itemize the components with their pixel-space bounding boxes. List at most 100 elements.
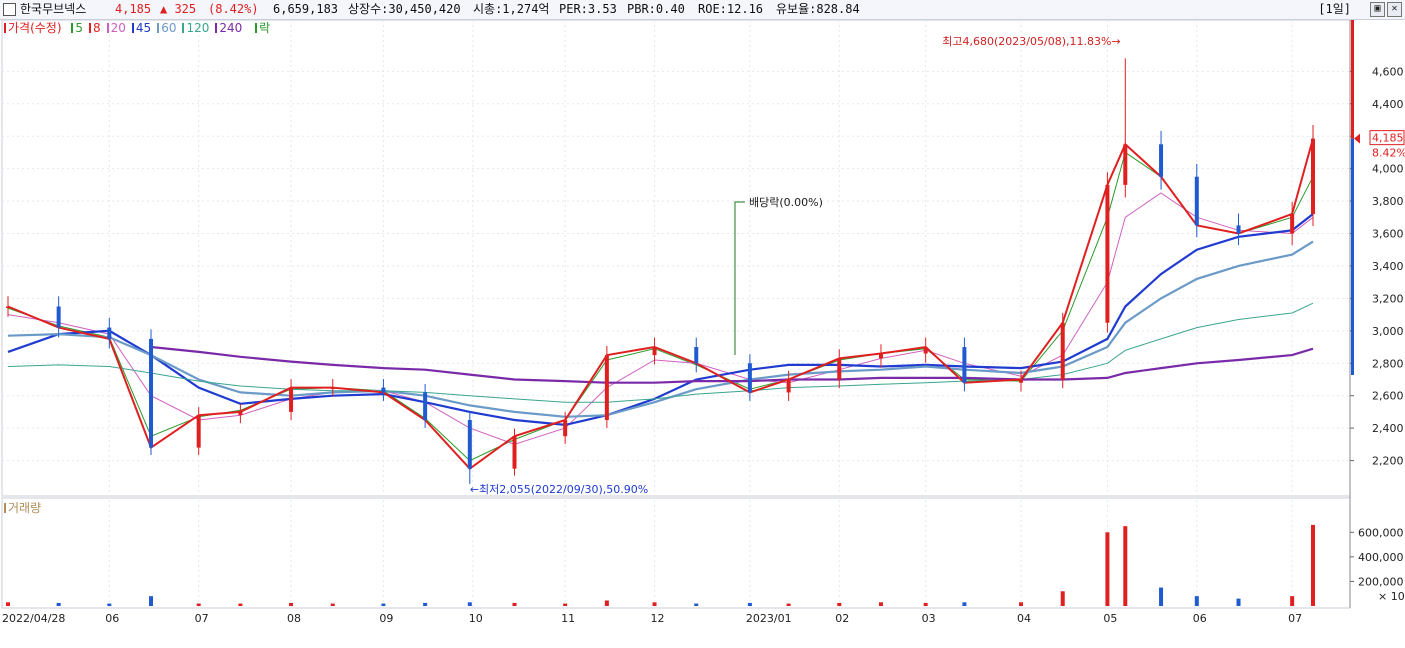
price-panel-frame (1, 19, 1351, 497)
price-tick-label: 4,000 (1372, 163, 1404, 176)
volume-bar (1105, 532, 1110, 606)
current-price-arrow (1354, 133, 1360, 144)
volume-unit: × 10 (1378, 590, 1405, 603)
candle-body (6, 306, 10, 308)
current-pct-label: 8.42% (1372, 147, 1405, 160)
date-label: 2023/01 (746, 612, 792, 625)
candle-body (423, 392, 428, 421)
volume-bar (786, 603, 791, 606)
dividend-annotation: 배당락(0.00%) (749, 196, 823, 209)
ma-line-60 (7, 240, 1314, 418)
candle-body (962, 347, 967, 383)
candle-body (1105, 184, 1110, 323)
candle-body (747, 363, 752, 393)
annotations: 최고4,680(2023/05/08),11.83%→ ←최저2,055(2022… (470, 35, 1121, 496)
volume-bar (878, 602, 883, 606)
candle-body (694, 347, 699, 364)
date-label: 07 (195, 612, 209, 625)
trade-volume: 6,659,183 (273, 2, 339, 16)
legend-ma-120: 120 (182, 21, 212, 35)
candle-body (563, 420, 568, 437)
candle-body (467, 420, 472, 469)
candle-body (604, 355, 609, 421)
price-tick-label: 3,600 (1372, 228, 1404, 241)
volume-bar (56, 602, 61, 606)
candle-body (1290, 214, 1295, 234)
price-tick-label: 2,400 (1372, 422, 1404, 435)
volume-bar (107, 603, 112, 606)
date-label: 11 (561, 612, 575, 625)
price-tick-label: 3,400 (1372, 260, 1404, 273)
candle-body (56, 306, 61, 328)
legend-ma-8: 8 (89, 21, 104, 35)
dividend-marker (734, 201, 745, 355)
volume-tick-label: 200,000 (1358, 575, 1404, 588)
volume-bar (423, 602, 428, 606)
candle-body (107, 327, 112, 339)
candle-body (786, 379, 791, 393)
candle-body (330, 387, 335, 390)
volume-panel-frame (1, 497, 1351, 609)
low-annotation: ←최저2,055(2022/09/30),50.90% (470, 483, 648, 496)
ma-line-120 (7, 302, 1314, 403)
volume-bar (563, 603, 568, 606)
volume-bar (381, 603, 386, 606)
candles (6, 58, 1315, 485)
volume-bar (747, 602, 752, 606)
volume-bar (330, 603, 335, 606)
volume-bar (512, 602, 517, 606)
volume-bar (604, 600, 609, 606)
volume-axis: 600,000 400,000 200,000 × 10 (1350, 526, 1405, 603)
date-label: 06 (1193, 612, 1207, 625)
price-change-pct: (8.42%) (208, 2, 259, 16)
price-axis: 4,6004,4004,2004,0003,8003,6003,4003,200… (1350, 20, 1405, 468)
candle-body (1236, 225, 1241, 234)
volume-legend: 거래량 (4, 500, 41, 516)
volume-bar (1159, 587, 1164, 606)
volume-bar (1311, 524, 1315, 606)
price-tick-label: 2,200 (1372, 455, 1404, 468)
volume-bar (1123, 526, 1128, 606)
close-icon[interactable]: ✕ (1387, 2, 1402, 17)
volume-bars (6, 524, 1315, 606)
select-checkbox[interactable] (3, 3, 16, 16)
price-tick-label: 3,000 (1372, 325, 1404, 338)
high-annotation: 최고4,680(2023/05/08),11.83%→ (942, 35, 1120, 48)
price-tick-label: 2,600 (1372, 390, 1404, 403)
candle-body (238, 411, 243, 416)
candle-body (289, 387, 294, 412)
stock-name: 한국무브넥스 (20, 2, 87, 16)
volume-bar (1060, 591, 1065, 606)
candle-body (1159, 144, 1164, 177)
volume-tick-label: 600,000 (1358, 526, 1404, 539)
price-tick-label: 4,400 (1372, 98, 1404, 111)
maximize-icon[interactable]: ▣ (1370, 2, 1385, 17)
volume-bar (1236, 598, 1241, 606)
legend-extra: 락 (255, 21, 273, 35)
date-label: 02 (835, 612, 849, 625)
per-value: PER:3.53 (559, 2, 617, 16)
reserve-ratio: 유보율:828.84 (776, 2, 860, 16)
volume-bar (6, 602, 10, 606)
candle-body (381, 387, 386, 393)
current-price-label: 4,185 (1372, 132, 1404, 145)
price-change: ▲ 325 (160, 2, 197, 16)
candle-body (1123, 144, 1128, 185)
price-tick-label: 4,600 (1372, 65, 1404, 78)
stock-info-bar: 한국무브넥스 4,185 ▲ 325 (8.42%) 6,659,183 상장수… (0, 0, 1405, 20)
volume-bar (1019, 602, 1024, 606)
volume-tick-label: 400,000 (1358, 551, 1404, 564)
volume-bar (962, 602, 967, 606)
volume-bar (694, 603, 699, 606)
date-axis: 2022/04/28 06 07 08 09 10 11 12 2023/01 02 03 04 05 0… (2, 612, 1302, 625)
roe-value: ROE:12.16 (698, 2, 764, 16)
price-tick-label: 3,800 (1372, 195, 1404, 208)
date-label: 10 (469, 612, 483, 625)
moving-averages (7, 138, 1314, 471)
current-price: 4,185 (115, 2, 152, 16)
grid (1, 19, 1351, 609)
volume-bar (467, 602, 472, 606)
period-selector[interactable]: [1일] (1318, 2, 1351, 16)
pbr-value: PBR:0.40 (627, 2, 685, 16)
